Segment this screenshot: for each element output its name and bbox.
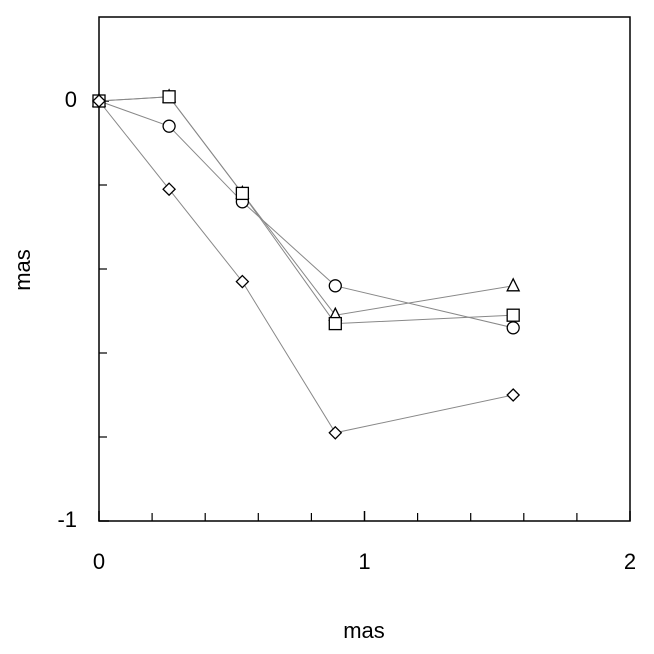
x-tick-label: 0	[93, 549, 105, 574]
square-marker	[162, 90, 176, 104]
series-line	[98, 100, 514, 434]
diamond-marker	[506, 388, 521, 402]
circle-marker	[506, 321, 520, 335]
x-axis-label: mas	[343, 618, 385, 643]
x-tick-label: 2	[624, 549, 636, 574]
y-tick-label: 0	[65, 87, 77, 112]
y-tick-label: -1	[57, 507, 77, 532]
circle-marker	[328, 279, 342, 293]
diamond-marker	[235, 274, 250, 289]
square-marker	[235, 186, 250, 201]
diamond-marker	[92, 94, 106, 108]
circle-marker	[162, 119, 176, 133]
series-line	[98, 100, 514, 329]
series-line	[98, 96, 514, 325]
triangle-marker	[506, 277, 521, 292]
square-marker	[506, 308, 520, 322]
diamond-marker	[328, 425, 343, 440]
y-axis-label: mas	[10, 249, 35, 291]
diamond-marker	[162, 182, 177, 197]
plot-frame	[98, 16, 631, 522]
square-marker	[328, 316, 342, 331]
x-tick-label: 1	[358, 549, 370, 574]
